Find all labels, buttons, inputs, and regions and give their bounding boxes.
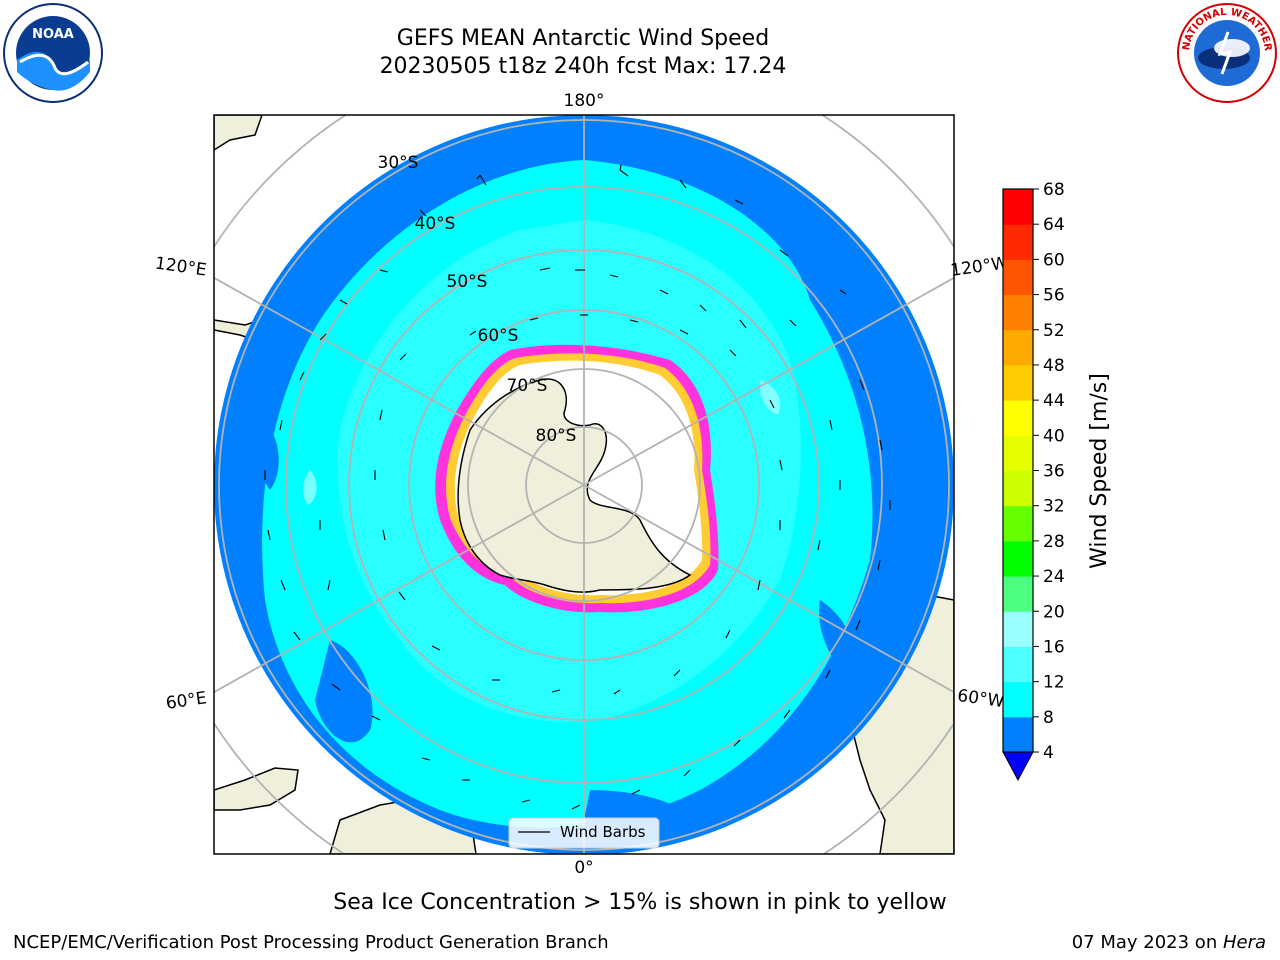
footer-credit: NCEP/EMC/Verification Post Processing Pr… [13,932,609,953]
colorbar-label: Wind Speed [m/s] [1087,373,1112,569]
colorbar-tick-label: 68 [1043,180,1065,200]
lat-label-30s: 30°S [378,153,419,173]
lon-label-180: 180° [564,91,605,111]
nws-logo-icon: NATIONAL WEATHER SERVICE [1176,2,1277,103]
colorbar-tick-label: 44 [1043,391,1065,411]
colorbar-segment [1003,400,1033,436]
footer-date-prefix: 07 May 2023 on [1071,932,1223,953]
colorbar-tick-label: 64 [1043,215,1065,235]
colorbar-segment [1003,329,1033,366]
lat-label-80s: 80°S [536,426,577,446]
colorbar-segment [1003,435,1033,471]
map-legend: Wind Barbs [508,817,660,849]
antarctica-land [457,378,692,593]
lon-label-120e: 120°E [154,254,208,281]
noaa-logo-icon: NOAA [3,3,103,103]
colorbar-segment [1003,259,1033,296]
colorbar-segment [1003,364,1033,401]
colorbar-tick-label: 4 [1043,743,1054,763]
lat-label-50s: 50°S [447,272,488,292]
colorbar-tick-label: 40 [1043,426,1065,446]
colorbar-tick-label: 32 [1043,497,1065,517]
colorbar-tick-label: 28 [1043,532,1065,552]
colorbar-tick-label: 60 [1043,250,1065,270]
footer-host: Hera [1222,932,1266,953]
colorbar-segment [1003,224,1033,260]
lat-label-70s: 70°S [507,376,548,396]
colorbar-tick-label: 24 [1043,567,1065,587]
colorbar-segment [1003,716,1033,753]
colorbar-tick-label: 52 [1043,321,1065,341]
colorbar-tick-label: 20 [1043,602,1065,622]
colorbar-segment [1003,294,1033,331]
graticule [214,115,954,854]
chart-subtitle: 20230505 t18z 240h fcst Max: 17.24 [379,54,787,79]
colorbar-tick-label: 16 [1043,637,1065,657]
colorbar-segment [1003,681,1033,718]
noaa-logo-text: NOAA [32,27,74,42]
legend-label: Wind Barbs [560,823,646,841]
colorbar-segment [1003,576,1033,612]
lat-label-60s: 60°S [478,326,519,346]
footer-date: 07 May 2023 on Hera [1072,932,1266,953]
colorbar-segment [1003,611,1033,647]
lon-label-0: 0° [574,858,593,878]
colorbar-tick-label: 56 [1043,286,1065,306]
colorbar-segment [1003,470,1033,507]
wind-barbs [264,164,891,810]
lon-label-60e: 60°E [165,688,208,713]
colorbar-tick-label: 8 [1043,708,1054,728]
colorbar-tick-label: 48 [1043,356,1065,376]
lat-label-40s: 40°S [415,214,456,234]
colorbar-segment [1003,646,1033,683]
sea-ice-caption: Sea Ice Concentration > 15% is shown in … [333,890,947,915]
colorbar-segment [1003,189,1033,225]
colorbar-segment [1003,540,1033,577]
colorbar-segment [1003,505,1033,542]
map-frame [213,114,955,855]
chart-title: GEFS MEAN Antarctic Wind Speed [396,26,770,51]
colorbar-tick-label: 36 [1043,462,1065,482]
colorbar-tick-label: 12 [1043,673,1065,693]
